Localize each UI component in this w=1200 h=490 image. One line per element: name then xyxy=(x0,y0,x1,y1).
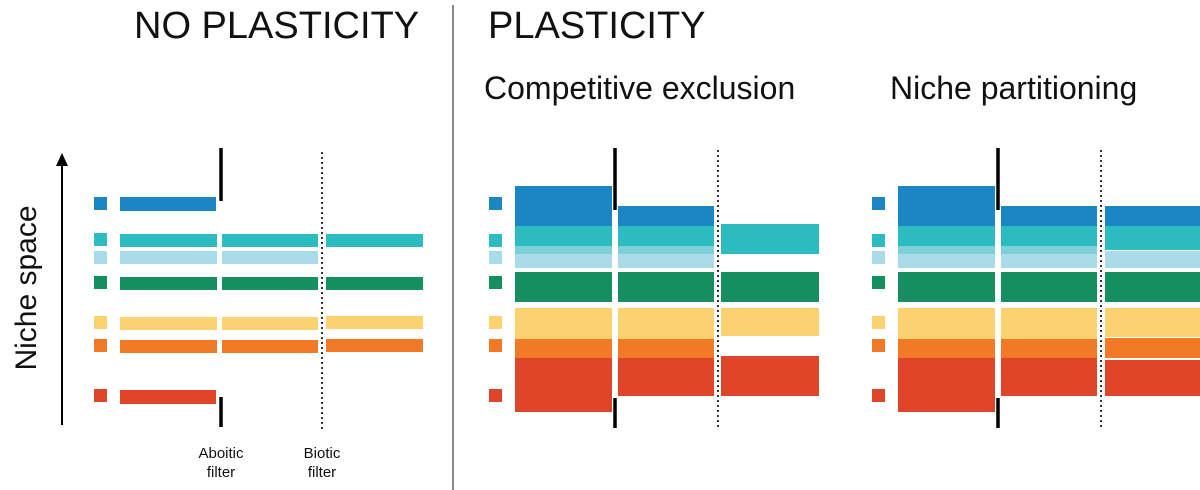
niche-block-dark-blue xyxy=(1105,206,1200,226)
species-marker-green xyxy=(872,276,885,289)
niche-bar-teal xyxy=(120,234,217,247)
niche-block-teal xyxy=(1105,226,1200,250)
niche-block-yellow xyxy=(618,308,714,339)
panel-no-plasticity: Aboitic filter Biotic filter xyxy=(94,148,423,481)
niche-bar-green xyxy=(120,277,217,290)
species-marker-dark-blue xyxy=(94,197,107,210)
niche-bar-light-blue xyxy=(222,251,318,264)
niche-block-orange xyxy=(618,339,714,358)
heading-plasticity: PLASTICITY xyxy=(488,5,706,47)
species-marker-red xyxy=(94,389,107,402)
niche-block-light-blue xyxy=(515,254,612,268)
niche-bar-orange xyxy=(120,340,217,353)
niche-block-dark-blue xyxy=(618,206,714,226)
niche-block-orange xyxy=(898,339,995,358)
niche-block-orange xyxy=(1105,338,1200,358)
niche-block-green xyxy=(898,272,995,302)
species-marker-teal xyxy=(872,234,885,247)
niche-block-red xyxy=(618,358,714,396)
species-marker-green xyxy=(489,276,502,289)
niche-block-teal xyxy=(898,226,995,246)
panel-competitive-exclusion xyxy=(489,148,819,430)
species-marker-orange xyxy=(872,339,885,352)
niche-block-red xyxy=(898,358,995,412)
niche-bar-teal xyxy=(222,234,318,247)
niche-block-green xyxy=(618,272,714,302)
niche-block-dark-blue xyxy=(1001,206,1097,226)
niche-block-yellow xyxy=(898,308,995,339)
species-marker-dark-blue xyxy=(489,197,502,210)
niche-block-teal xyxy=(721,224,819,254)
niche-block-teal xyxy=(1001,246,1097,254)
niche-block-orange xyxy=(515,339,612,358)
niche-block-yellow xyxy=(1001,308,1097,339)
species-marker-teal xyxy=(94,233,107,246)
species-marker-light-blue xyxy=(872,251,885,264)
niche-block-light-blue xyxy=(1105,251,1200,268)
niche-block-red xyxy=(721,356,819,396)
heading-niche-partitioning: Niche partitioning xyxy=(890,70,1137,106)
species-marker-yellow xyxy=(94,316,107,329)
species-marker-yellow xyxy=(489,316,502,329)
species-marker-red xyxy=(489,389,502,402)
species-marker-teal xyxy=(489,234,502,247)
niche-block-teal xyxy=(898,246,995,254)
niche-bar-orange xyxy=(326,339,423,352)
species-marker-dark-blue xyxy=(872,197,885,210)
niche-block-teal xyxy=(515,226,612,246)
niche-block-teal xyxy=(1001,226,1097,246)
niche-bar-teal xyxy=(326,234,423,247)
niche-block-orange xyxy=(1001,339,1097,358)
panel-niche-partitioning xyxy=(872,148,1200,430)
niche-bar-orange xyxy=(222,340,318,353)
biotic-filter-label: filter xyxy=(308,464,336,481)
niche-bar-yellow xyxy=(120,317,217,330)
y-axis-label: Niche space xyxy=(10,205,43,370)
abiotic-filter-label: filter xyxy=(207,464,235,481)
niche-bar-yellow xyxy=(326,316,423,329)
niche-block-teal xyxy=(515,246,612,254)
niche-bar-light-blue xyxy=(120,251,217,264)
niche-block-dark-blue xyxy=(515,186,612,226)
species-marker-light-blue xyxy=(489,251,502,264)
niche-block-red xyxy=(1105,360,1200,396)
niche-bar-red xyxy=(120,390,216,404)
species-marker-yellow xyxy=(872,316,885,329)
niche-bar-yellow xyxy=(222,317,318,330)
niche-block-teal xyxy=(618,226,714,246)
niche-block-green xyxy=(721,272,819,302)
niche-block-green xyxy=(1001,272,1097,302)
niche-block-light-blue xyxy=(898,254,995,268)
niche-block-yellow xyxy=(721,308,819,336)
niche-bar-green xyxy=(222,277,318,290)
niche-block-yellow xyxy=(1105,308,1200,337)
niche-block-yellow xyxy=(515,308,612,339)
niche-space-axis xyxy=(56,153,68,425)
niche-bar-green xyxy=(326,277,423,290)
species-marker-light-blue xyxy=(94,251,107,264)
niche-block-light-blue xyxy=(1001,254,1097,268)
biotic-filter-label: Biotic xyxy=(304,445,341,462)
niche-bar-dark-blue xyxy=(120,197,216,211)
species-marker-green xyxy=(94,276,107,289)
niche-block-green xyxy=(1105,272,1200,302)
niche-block-teal xyxy=(618,246,714,254)
niche-block-red xyxy=(1001,358,1097,396)
niche-block-red xyxy=(515,358,612,412)
heading-competitive-exclusion: Competitive exclusion xyxy=(484,70,795,106)
heading-no-plasticity: NO PLASTICITY xyxy=(134,5,419,47)
niche-block-green xyxy=(515,272,612,302)
niche-block-light-blue xyxy=(618,254,714,268)
species-marker-orange xyxy=(94,339,107,352)
species-marker-orange xyxy=(489,339,502,352)
niche-block-dark-blue xyxy=(898,186,995,226)
abiotic-filter-label: Aboitic xyxy=(198,445,244,462)
species-marker-red xyxy=(872,389,885,402)
